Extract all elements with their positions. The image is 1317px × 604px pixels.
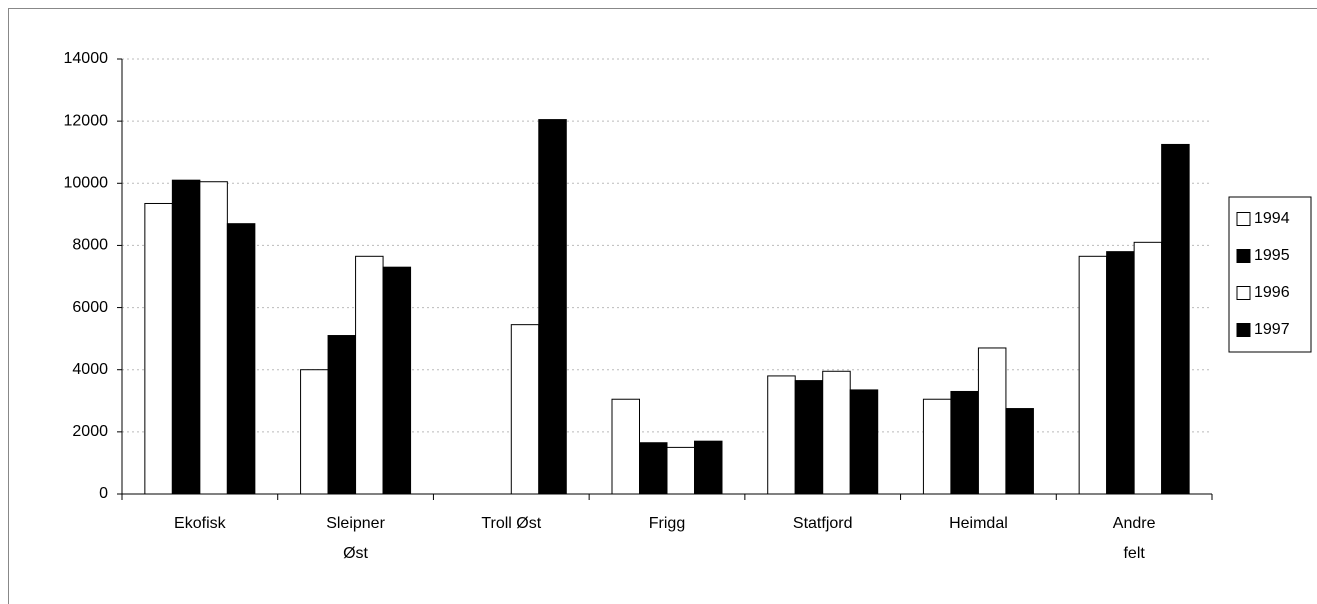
y-tick-label: 12000 xyxy=(64,112,109,129)
bar xyxy=(1161,143,1190,495)
bar xyxy=(1133,241,1163,495)
bar xyxy=(950,390,979,495)
y-tick-label: 14000 xyxy=(64,50,109,67)
bar xyxy=(611,398,640,495)
bar xyxy=(199,181,228,495)
bar xyxy=(510,324,540,495)
bar xyxy=(922,398,952,495)
x-tick-label: Troll Øst xyxy=(481,515,542,532)
x-tick-label: Statfjord xyxy=(792,515,853,532)
bar xyxy=(794,380,824,495)
bar xyxy=(144,202,173,495)
bar xyxy=(822,370,851,495)
legend-label: 1997 xyxy=(1254,321,1290,338)
legend-label: 1996 xyxy=(1254,284,1290,301)
bar xyxy=(538,119,567,495)
x-tick-label: Frigg xyxy=(648,515,686,532)
bar xyxy=(382,266,412,495)
y-tick-label: 4000 xyxy=(72,361,108,378)
bar xyxy=(300,369,329,495)
bar xyxy=(1005,408,1034,495)
bar xyxy=(849,389,879,495)
legend-label: 1994 xyxy=(1254,210,1290,227)
x-tick-label: Ekofisk xyxy=(174,515,226,532)
y-tick-label: 10000 xyxy=(64,175,109,192)
bar xyxy=(171,179,201,495)
legend-swatch xyxy=(1236,286,1251,300)
bar xyxy=(1078,255,1108,495)
legend-swatch xyxy=(1236,249,1251,263)
x-tick-label: Heimdal xyxy=(949,515,1008,532)
bar xyxy=(226,223,256,495)
legend-label: 1995 xyxy=(1254,247,1290,264)
y-tick-label: 8000 xyxy=(72,237,108,254)
x-tick-label: Sleipner Øst xyxy=(326,515,385,562)
y-tick-label: 0 xyxy=(99,485,108,502)
y-tick-label: 6000 xyxy=(72,299,108,316)
bar xyxy=(355,255,384,495)
bar xyxy=(639,442,668,495)
bar xyxy=(327,335,357,495)
legend-swatch xyxy=(1236,212,1251,226)
bar xyxy=(666,446,695,495)
bar xyxy=(694,440,723,495)
y-tick-label: 2000 xyxy=(72,423,108,440)
chart-frame xyxy=(8,8,1317,604)
legend-swatch xyxy=(1236,323,1251,337)
x-tick-label: Andre felt xyxy=(1112,515,1156,562)
bar xyxy=(767,375,796,495)
bar xyxy=(977,347,1007,495)
bar xyxy=(1106,251,1135,495)
